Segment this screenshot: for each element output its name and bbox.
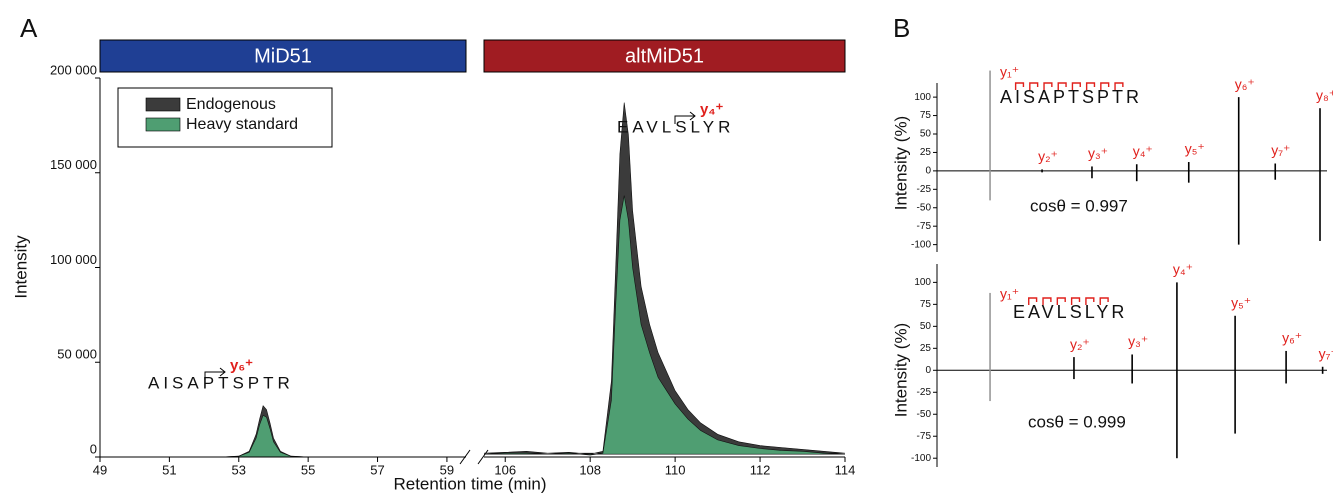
- banner-label: MiD51: [254, 45, 312, 67]
- x-tick-label: 110: [665, 462, 686, 477]
- y-tick-label: 25: [920, 147, 932, 158]
- y-axis-label: Intensity (%): [891, 323, 910, 417]
- ion-label: y₃⁺: [1088, 145, 1108, 161]
- y-tick-label: -75: [917, 431, 932, 442]
- y-axis-label: Intensity (%): [891, 116, 910, 210]
- y-tick-label: -50: [917, 409, 932, 420]
- area: [483, 102, 846, 455]
- banner-label: altMiD51: [625, 45, 704, 67]
- panel-letter: A: [20, 13, 38, 43]
- y-tick-label: 50: [920, 129, 932, 140]
- y-tick-label: 50: [920, 321, 932, 332]
- ion-label: y₆⁺: [230, 357, 253, 374]
- annotation: cosθ = 0.997: [1030, 196, 1128, 215]
- banner: [483, 39, 846, 73]
- ion-label: y₂⁺: [1038, 148, 1058, 164]
- y-tick-label: -75: [917, 221, 932, 232]
- banner: [99, 39, 467, 73]
- ion-label: y₄⁺: [1133, 143, 1153, 159]
- y-tick-label: 150 000: [50, 157, 97, 172]
- ion-label: y₄⁺: [1173, 261, 1193, 277]
- x-tick-label: 55: [301, 462, 315, 477]
- y-tick-label: -100: [911, 453, 931, 464]
- x-tick-label: 49: [93, 462, 107, 477]
- y-tick-label: -25: [917, 387, 932, 398]
- ion-label: y₅⁺: [1185, 141, 1205, 157]
- y-tick-label: 50 000: [57, 347, 97, 362]
- ion-label: y₁⁺: [1000, 63, 1019, 79]
- x-tick-label: 51: [162, 462, 176, 477]
- area: [483, 195, 846, 456]
- ion-label: y₂⁺: [1070, 336, 1090, 352]
- ion-label: y₃⁺: [1128, 333, 1148, 349]
- peptide: EAVLSLYR: [617, 117, 734, 136]
- ion-label: y₁⁺: [1000, 286, 1019, 302]
- x-axis-label: Retention time (min): [393, 474, 546, 493]
- arrow: [674, 111, 696, 124]
- ion-label: y₈⁺: [1316, 87, 1333, 103]
- fragment-brackets: [1028, 297, 1109, 305]
- legend-swatch: [145, 117, 181, 132]
- y-tick-label: 0: [925, 365, 931, 376]
- y-tick-label: -100: [911, 239, 931, 250]
- peptide: AISAPTSPTR: [148, 373, 294, 392]
- area: [100, 414, 465, 458]
- y-tick-label: -50: [917, 202, 932, 213]
- y-tick-label: 25: [920, 343, 932, 354]
- y-axis-label: Intensity: [11, 235, 30, 299]
- arrow: [204, 367, 226, 380]
- x-tick-label: 59: [440, 462, 454, 477]
- x-tick-label: 114: [835, 462, 856, 477]
- y-tick-label: 0: [925, 166, 931, 177]
- y-tick-label: 75: [920, 299, 932, 310]
- y-tick-label: 0: [90, 441, 97, 456]
- y-tick-label: 75: [920, 110, 932, 121]
- peptide: AISAPTSPTR: [1000, 87, 1142, 107]
- x-tick-label: 112: [750, 462, 771, 477]
- fragment-brackets: [1014, 82, 1124, 90]
- x-tick-label: 106: [494, 462, 516, 477]
- x-tick-label: 57: [370, 462, 384, 477]
- ion-label: y₆⁺: [1235, 76, 1255, 92]
- legend-label: Heavy standard: [186, 116, 298, 133]
- y-tick-label: 100: [914, 92, 931, 103]
- ion-label: y₆⁺: [1282, 330, 1302, 346]
- peptide: EAVLSLYR: [1013, 302, 1127, 322]
- y-tick-label: -25: [917, 184, 932, 195]
- ion-label: y₄⁺: [700, 101, 723, 118]
- ion-label: y₅⁺: [1231, 294, 1251, 310]
- panel-letter: B: [893, 13, 910, 43]
- y-tick-label: 100: [914, 277, 931, 288]
- ion-label: y₇⁺: [1319, 345, 1333, 361]
- legend-label: Endogenous: [186, 96, 276, 113]
- y-tick-label: 200 000: [50, 62, 97, 77]
- legend-swatch: [145, 97, 181, 112]
- area: [100, 405, 465, 458]
- x-tick-label: 108: [579, 462, 601, 477]
- y-tick-label: 100 000: [50, 252, 97, 267]
- annotation: cosθ = 0.999: [1028, 412, 1126, 431]
- x-tick-label: 53: [232, 462, 246, 477]
- ion-label: y₇⁺: [1271, 142, 1290, 158]
